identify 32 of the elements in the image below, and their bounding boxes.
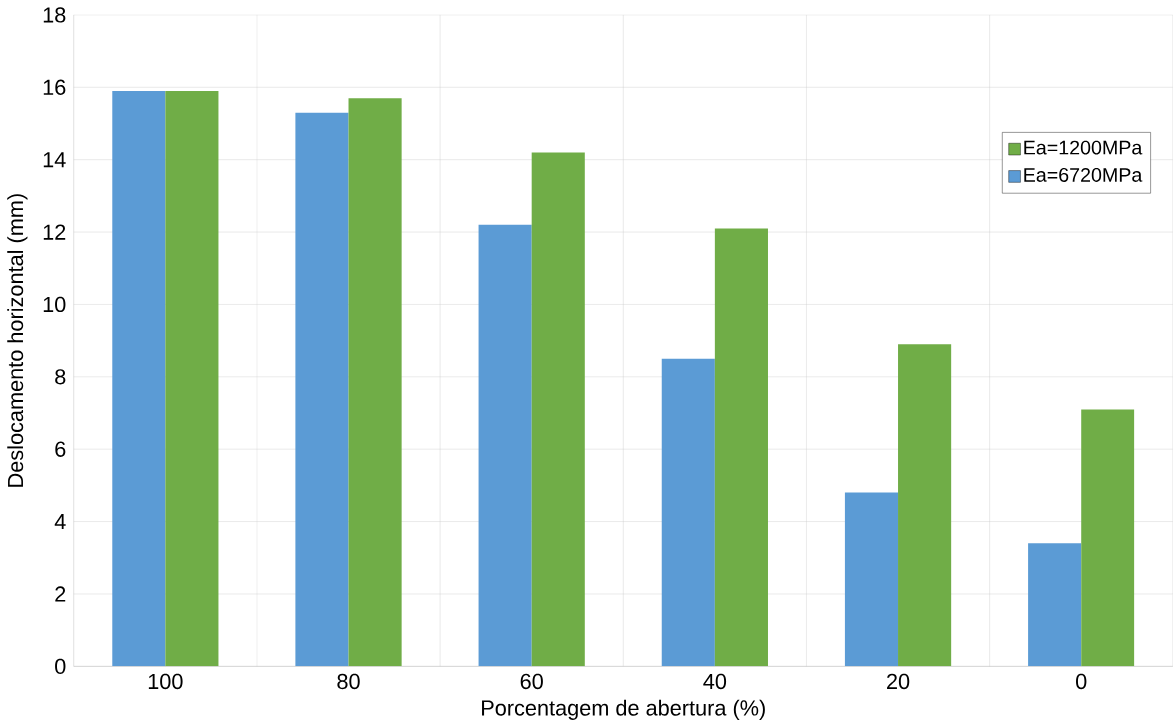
y-tick-label: 2 — [55, 586, 66, 602]
bar — [478, 224, 532, 667]
bar — [165, 90, 219, 667]
x-tick-label: 80 — [337, 673, 360, 690]
bar — [1081, 409, 1135, 667]
legend-label: Ea=1200MPa — [1024, 140, 1143, 155]
y-tick-label: 6 — [55, 441, 66, 457]
x-tick-label: 60 — [520, 673, 543, 690]
x-tick-label: 0 — [1076, 673, 1087, 690]
bar — [348, 98, 402, 667]
y-tick-label: 12 — [43, 224, 66, 240]
bar — [531, 152, 585, 667]
bar — [844, 492, 899, 667]
x-tick-label: 40 — [703, 673, 727, 690]
bar — [295, 112, 349, 667]
x-tick-label: 100 — [148, 673, 183, 690]
y-tick-label: 18 — [43, 7, 66, 23]
bar — [714, 228, 768, 667]
y-tick-label: 10 — [43, 296, 66, 313]
y-axis-title: Deslocamento horizontal (mm) — [7, 194, 28, 487]
bar — [661, 358, 715, 667]
x-tick-label: 20 — [887, 673, 910, 690]
bar — [898, 344, 952, 667]
y-tick-label: 16 — [43, 79, 66, 95]
y-tick-label: 14 — [43, 152, 66, 168]
bar — [112, 90, 166, 667]
legend-label: Ea=6720MPa — [1024, 167, 1143, 182]
x-axis-title: Porcentagem de abertura (%) — [482, 699, 765, 720]
bar — [1028, 543, 1082, 667]
y-tick-label: 0 — [55, 658, 66, 674]
y-tick-label: 4 — [54, 514, 66, 529]
y-tick-label: 8 — [55, 369, 66, 385]
